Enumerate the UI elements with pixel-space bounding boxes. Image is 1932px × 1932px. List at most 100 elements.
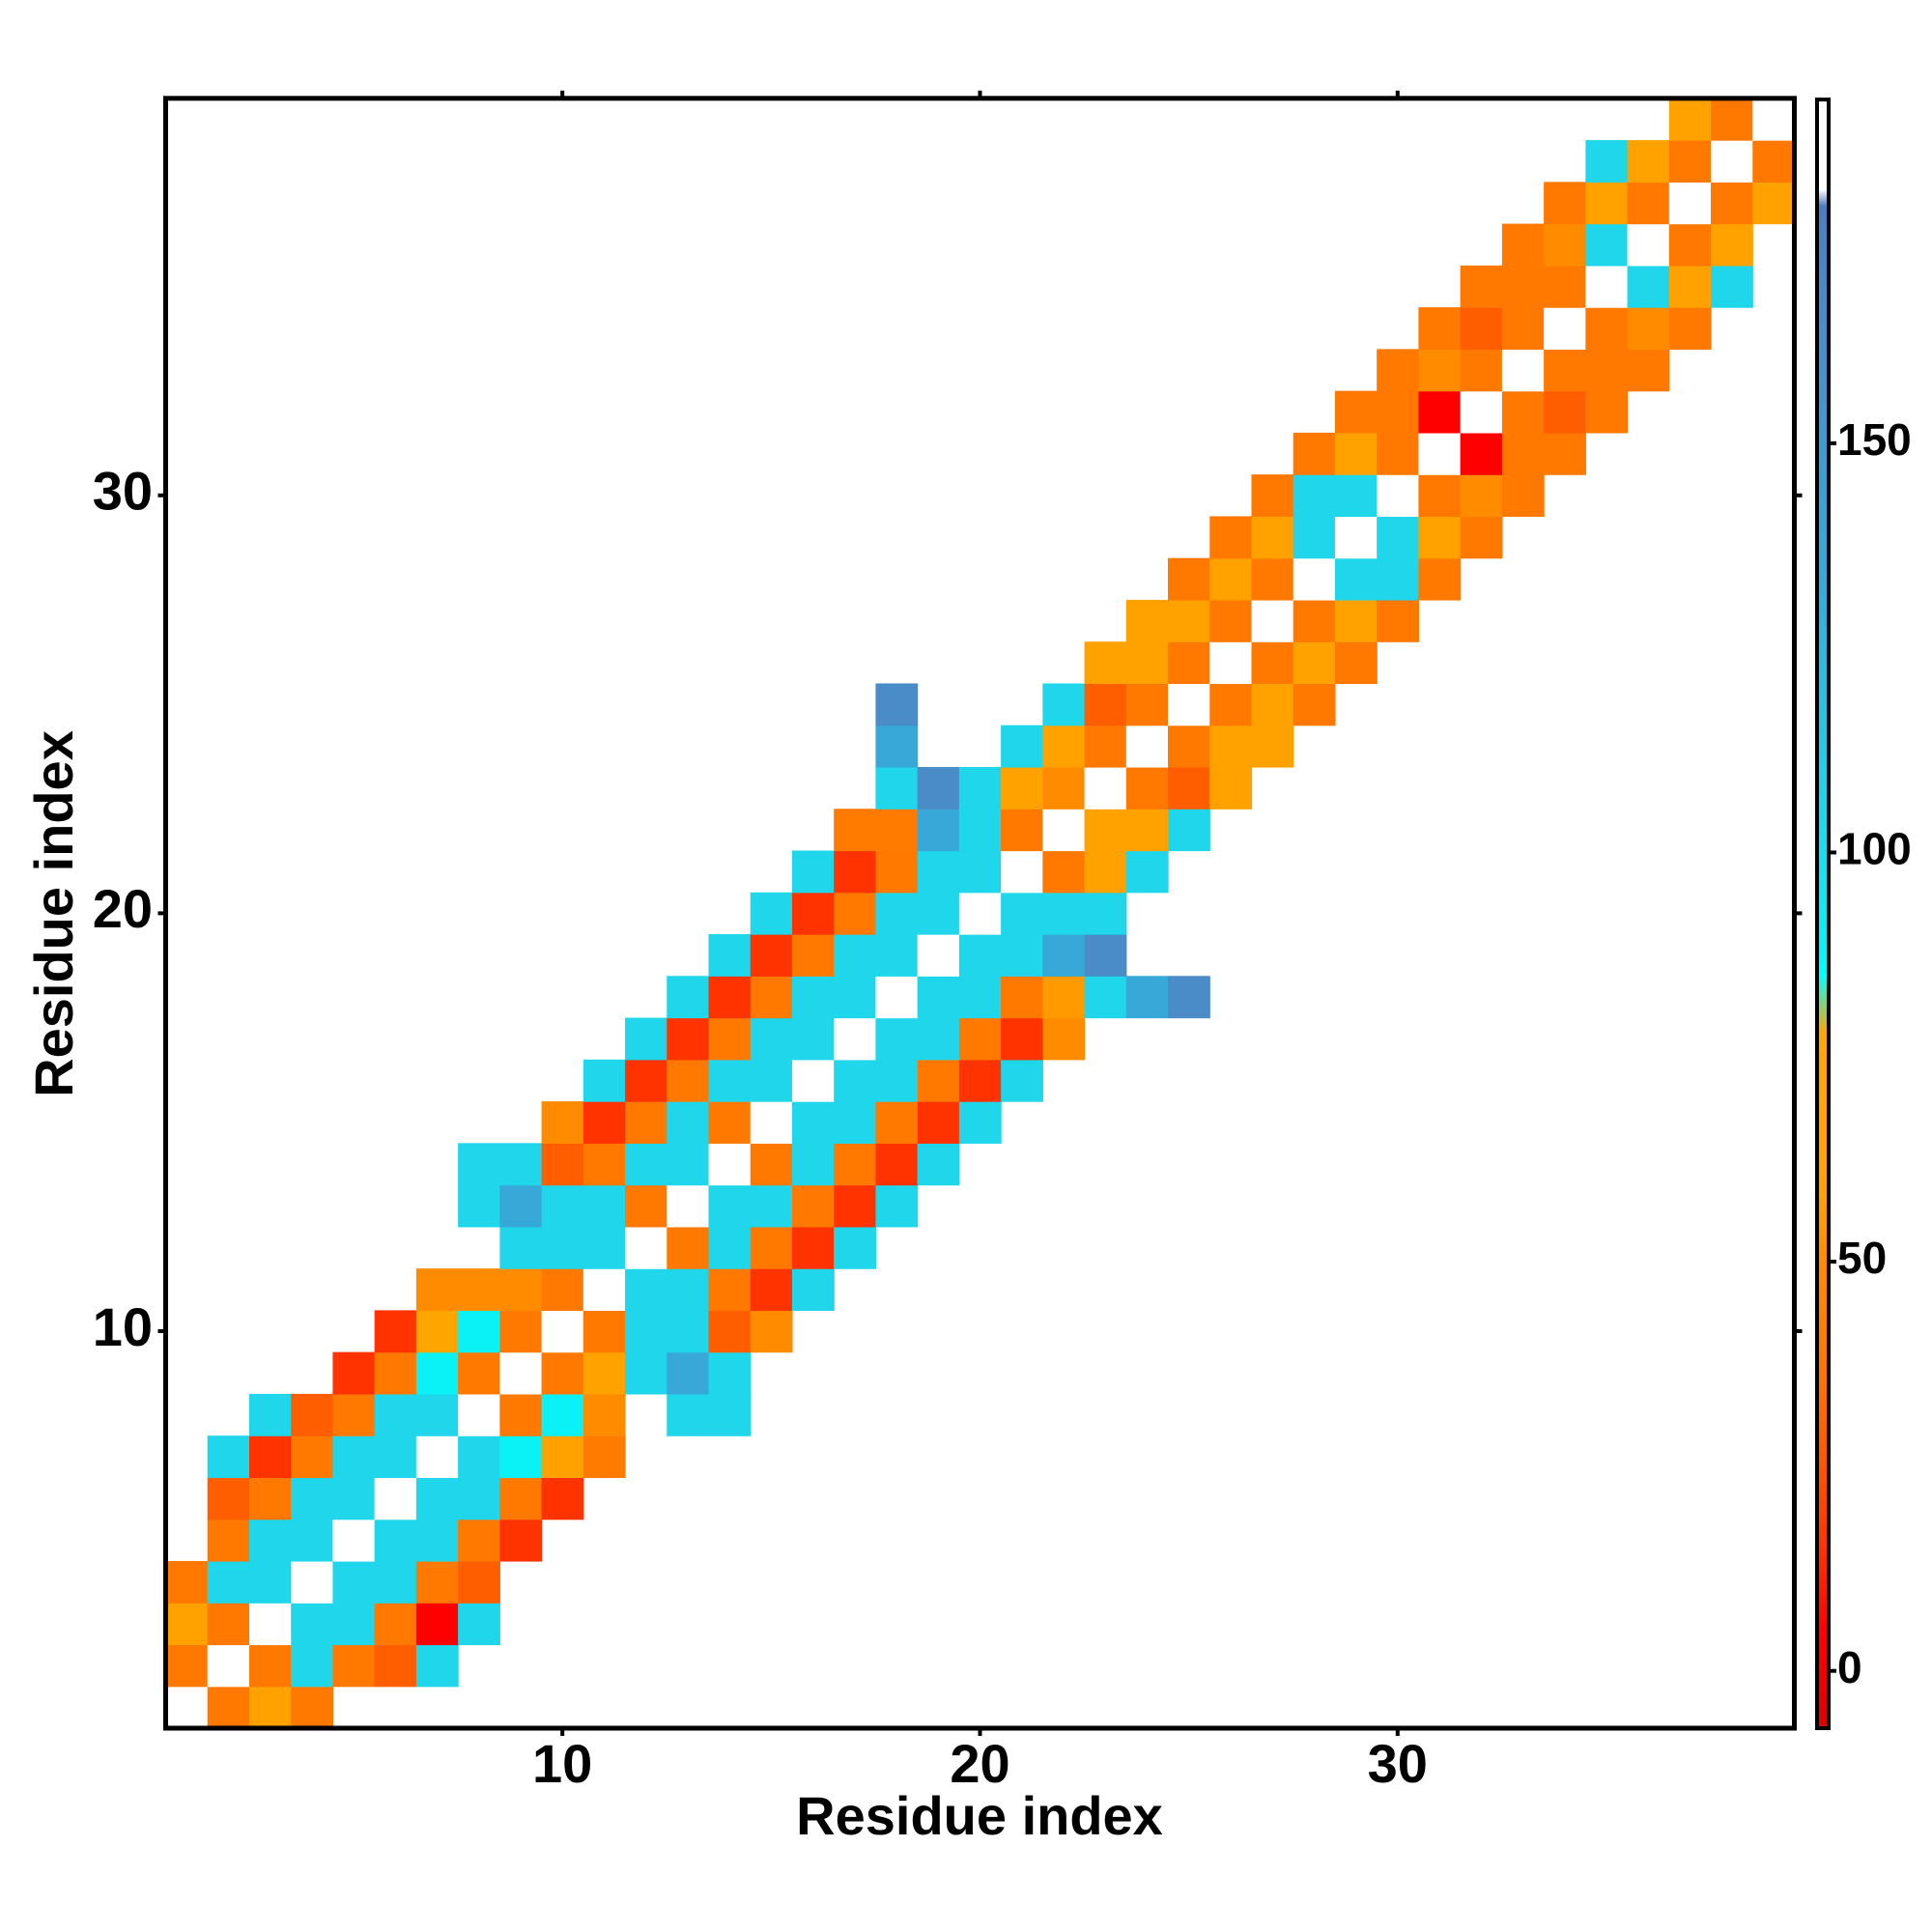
heatmap-cell [582,1310,626,1353]
heatmap-cell [1251,724,1294,768]
heatmap-cell [291,1560,334,1604]
heatmap-cell [1585,349,1629,392]
heatmap-cell [958,1017,1002,1061]
heatmap-cell [1501,432,1545,475]
heatmap-cell [750,976,793,1019]
heatmap-cell [332,1351,376,1395]
heatmap-cell [1627,265,1670,308]
heatmap-cell [1585,307,1629,350]
heatmap-cell [332,1393,376,1436]
heatmap-cell [1084,641,1127,685]
heatmap-cell [1042,809,1086,852]
heatmap-cell [1501,474,1545,518]
heatmap-cell [248,1477,292,1520]
x-tick-label: 10 [532,1733,592,1794]
heatmap-cell [415,1603,459,1646]
colorbar-tick-label: 100 [1837,824,1912,874]
heatmap-cell [1627,140,1670,183]
heatmap-cell [1251,557,1294,601]
heatmap-cell [1585,265,1629,308]
heatmap-cell [958,809,1002,852]
heatmap-cell [667,1351,710,1395]
heatmap-cell [541,1184,584,1228]
heatmap-cell [958,976,1002,1019]
heatmap-cell [1668,307,1712,350]
heatmap-cell [458,1184,500,1228]
heatmap-cell [1418,516,1462,559]
heatmap-cell [1084,934,1127,977]
heatmap-cell [1460,265,1503,308]
heatmap-cell [1209,683,1253,726]
heatmap-cell [291,1603,334,1646]
heatmap-cell [1418,307,1462,350]
heatmap-cell [1752,140,1796,183]
heatmap-cell [1001,1059,1043,1102]
heatmap-cell [875,809,919,852]
heatmap-cell [834,809,877,852]
heatmap-cell [207,1603,250,1646]
heatmap-cell [1501,265,1545,308]
heatmap-cell [541,1351,584,1395]
heatmap-cell [458,1519,500,1562]
heatmap-cell [458,1310,500,1353]
heatmap-cell [1209,599,1253,642]
heatmap-cell [750,1017,793,1061]
heatmap-cell [1460,390,1503,434]
heatmap-cell [207,1644,250,1688]
x-tick-label: 20 [950,1733,1009,1794]
heatmap-cell [1251,516,1294,559]
heatmap-cell [625,1351,668,1395]
heatmap-cell [875,766,919,810]
heatmap-cell [1544,390,1586,434]
heatmap-cell [1293,474,1336,518]
heatmap-cell [499,1351,543,1395]
heatmap-cell [248,1519,292,1562]
heatmap-cell [374,1477,417,1520]
heatmap-cell [291,1393,334,1436]
heatmap-cell [1585,223,1629,267]
heatmap-cell [374,1519,417,1562]
heatmap-cell [1418,390,1462,434]
heatmap-cell [582,1268,626,1311]
heatmap-cell [1711,265,1753,308]
heatmap-cell [791,976,835,1019]
heatmap-cell [1001,976,1043,1019]
heatmap-cell [834,1226,877,1269]
heatmap-cell [332,1519,376,1562]
heatmap-cell [875,1059,919,1102]
heatmap-cell [541,1143,584,1186]
heatmap-cell [1251,599,1294,642]
heatmap-cell [458,1351,500,1395]
heatmap-cell [1377,390,1420,434]
heatmap-cell [1125,850,1169,894]
heatmap-cell [917,850,960,894]
heatmap-cell [582,1143,626,1186]
heatmap-cell [875,850,919,894]
heatmap-cell [1293,683,1336,726]
heatmap-cell [1501,307,1545,350]
heatmap-cell [1668,98,1712,141]
heatmap-cell [1001,934,1043,977]
heatmap-cell [207,1686,250,1729]
heatmap-cell [1711,98,1753,141]
heatmap-cell [667,976,710,1019]
heatmap-cell [1042,1017,1086,1061]
heatmap-cell [625,1184,668,1228]
heatmap-cell [1209,641,1253,685]
heatmap-cell [750,1184,793,1228]
heatmap-cell [625,1268,668,1311]
heatmap-cell [458,1560,500,1604]
heatmap-cell [1501,349,1545,392]
heatmap-cell [958,766,1002,810]
heatmap-cell [582,1184,626,1228]
heatmap-cell [1377,557,1420,601]
heatmap-cell [917,809,960,852]
heatmap-cell [834,1101,877,1144]
heatmap-cell [1209,516,1253,559]
heatmap-cell [248,1393,292,1436]
heatmap-cell [875,892,919,935]
heatmap-cell [1125,641,1169,685]
heatmap-cell [541,1101,584,1144]
heatmap-cell [791,1059,835,1102]
heatmap-cell [834,1059,877,1102]
